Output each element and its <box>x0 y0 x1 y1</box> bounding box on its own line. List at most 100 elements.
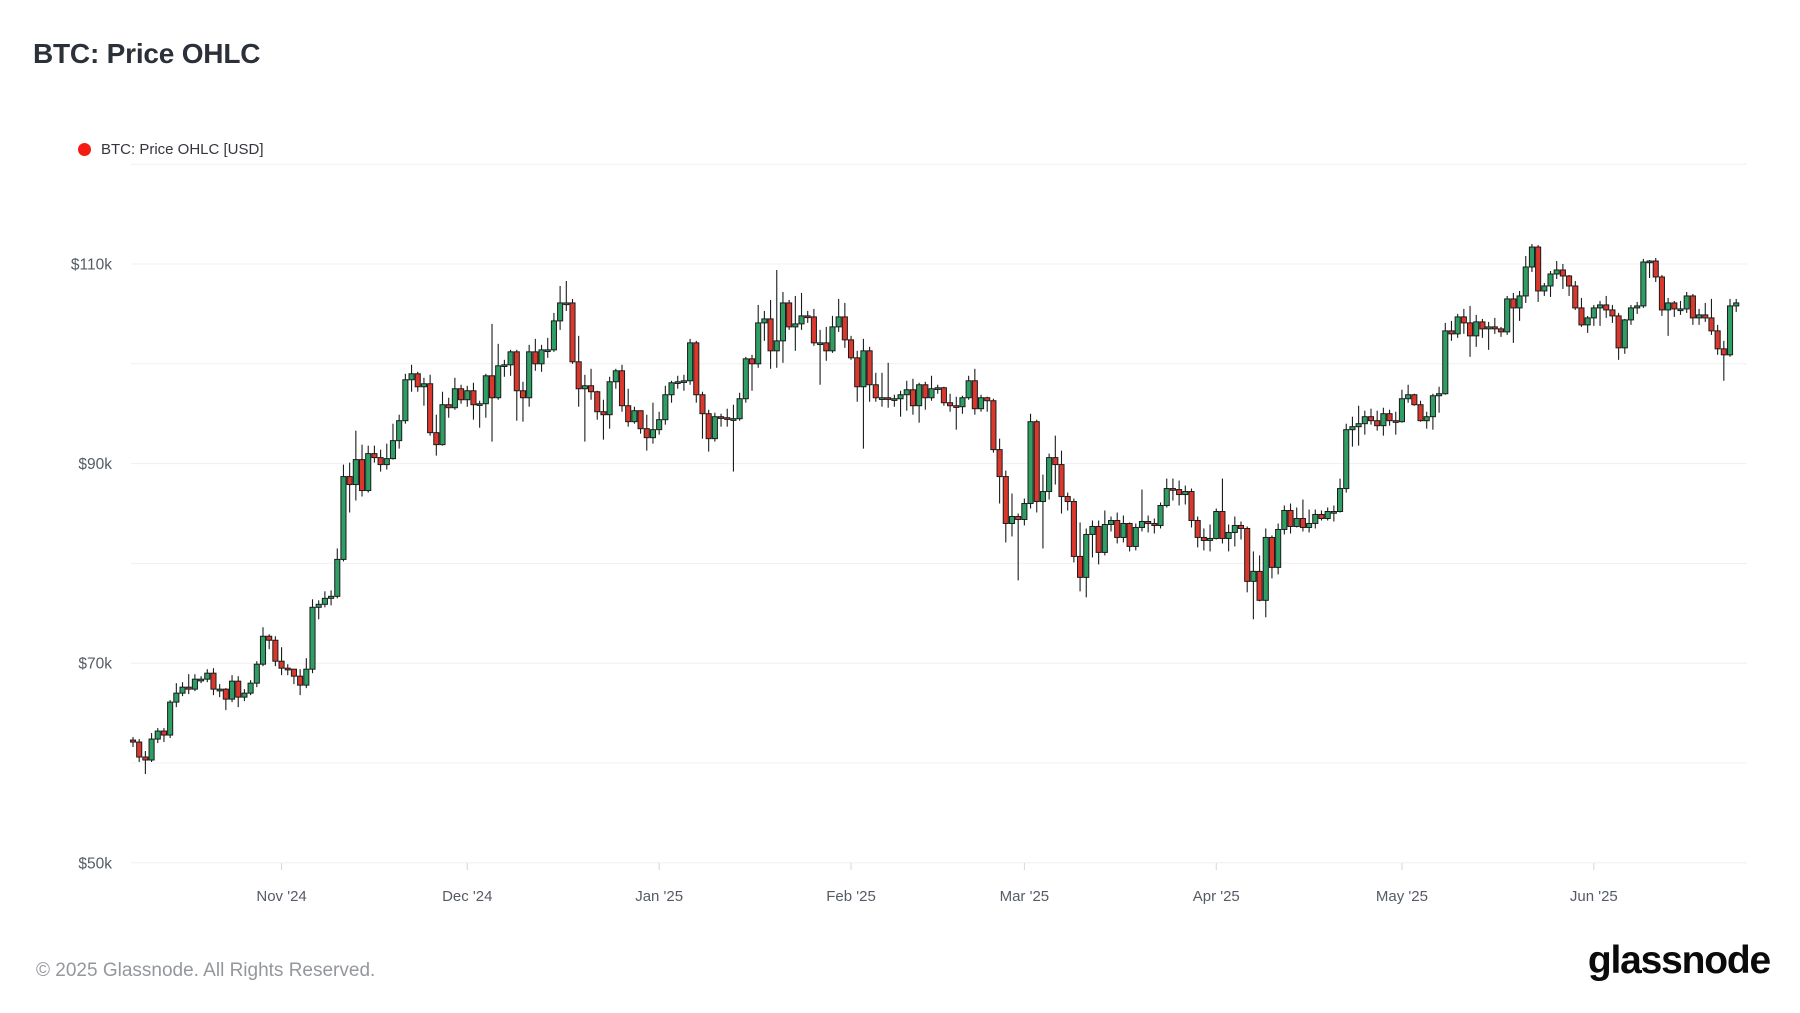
candle-body <box>222 688 229 700</box>
candle-body <box>1107 519 1115 525</box>
candle-body <box>526 351 533 399</box>
candle-body <box>309 606 316 670</box>
candle-body <box>1008 515 1016 524</box>
candle-body <box>1145 520 1152 524</box>
glassnode-logo: glassnode <box>1587 939 1771 982</box>
candle-body <box>266 635 273 641</box>
candle-body <box>977 397 985 410</box>
candle-body <box>1343 429 1350 490</box>
candle-body <box>1658 276 1665 311</box>
x-axis-label: Mar '25 <box>1000 888 1050 905</box>
candle-body <box>1021 503 1028 520</box>
candle-body <box>965 380 972 399</box>
candle-body <box>643 428 650 439</box>
candle-body <box>241 692 248 698</box>
candle-body <box>1417 404 1424 422</box>
candle-body <box>984 397 991 402</box>
candle-body <box>1528 246 1535 268</box>
candle-body <box>1392 420 1399 423</box>
candle-body <box>1584 317 1591 326</box>
candle-body <box>1640 261 1647 307</box>
candle-body <box>934 387 941 390</box>
candle-body <box>1683 295 1690 310</box>
candle-body <box>488 375 496 399</box>
candle-body <box>1726 305 1734 356</box>
candle-body <box>575 361 582 390</box>
candle-body <box>1182 491 1189 496</box>
candle-body <box>1485 326 1492 330</box>
y-axis-label: $50k <box>78 855 112 872</box>
candle-body <box>1405 394 1412 400</box>
candle-body <box>1504 298 1511 333</box>
candle-body <box>1070 501 1077 557</box>
candle-body <box>1138 520 1146 528</box>
candle-body <box>352 459 359 486</box>
candle-body <box>1448 330 1455 335</box>
x-axis-label: Dec '24 <box>442 888 492 905</box>
candle-body <box>792 323 799 328</box>
candle-body <box>1262 536 1269 601</box>
candle-body <box>278 660 285 669</box>
candle-body <box>724 417 731 420</box>
candle-body <box>191 678 198 690</box>
candle-body <box>1634 305 1641 309</box>
candle-body <box>1293 517 1300 527</box>
candle-body <box>1324 511 1331 519</box>
candle-body <box>1281 510 1288 530</box>
candle-body <box>916 384 923 407</box>
candle-body <box>334 558 341 597</box>
candle-body <box>829 326 836 352</box>
candle-body <box>557 302 564 322</box>
candle-body <box>1244 527 1251 582</box>
candle-body <box>253 663 260 684</box>
candle-body <box>1306 522 1313 528</box>
candle-body <box>1454 316 1461 335</box>
candle-body <box>631 410 638 423</box>
candle-body <box>736 398 743 420</box>
candle-body <box>1194 519 1201 538</box>
candle-body <box>1609 309 1616 317</box>
candle-body <box>1516 295 1523 309</box>
candle-body <box>798 315 805 325</box>
candle-body <box>971 380 978 410</box>
candle-body <box>1603 304 1610 311</box>
candle-body <box>550 320 557 351</box>
candle-body <box>680 380 687 383</box>
candle-body <box>513 351 520 392</box>
candle-body <box>1188 491 1195 521</box>
candle-body <box>1590 307 1597 319</box>
candle-body <box>656 419 663 431</box>
candle-body <box>903 389 910 396</box>
candle-body <box>779 302 787 342</box>
candle-body <box>470 390 477 406</box>
candle-body <box>1027 421 1034 505</box>
candle-body <box>649 429 657 439</box>
candle-body <box>464 390 471 401</box>
candle-body <box>1355 423 1362 428</box>
candle-body <box>674 381 681 384</box>
candle-body <box>538 349 545 365</box>
candle-body <box>1330 511 1337 514</box>
x-axis-label: Apr '25 <box>1193 888 1240 905</box>
candle-body <box>1442 330 1449 395</box>
candle-body <box>358 459 366 492</box>
candle-body <box>1126 522 1133 547</box>
x-axis-label: Feb '25 <box>826 888 876 905</box>
candle-body <box>618 370 626 407</box>
candle-body <box>129 739 137 743</box>
legend-item[interactable]: BTC: Price OHLC [USD] <box>78 141 264 158</box>
candle-body <box>1237 524 1245 529</box>
candle-body <box>860 350 867 388</box>
candle-body <box>389 440 397 460</box>
candle-body <box>1046 457 1053 493</box>
candle-body <box>346 476 353 486</box>
candle-body <box>315 603 322 608</box>
candle-body <box>711 416 718 440</box>
candle-body <box>1163 488 1170 507</box>
candle-body <box>1510 298 1517 309</box>
candle-body <box>1578 307 1585 326</box>
candle-body <box>612 370 619 383</box>
candle-body <box>476 403 483 406</box>
x-axis-label: Jan '25 <box>635 888 683 905</box>
